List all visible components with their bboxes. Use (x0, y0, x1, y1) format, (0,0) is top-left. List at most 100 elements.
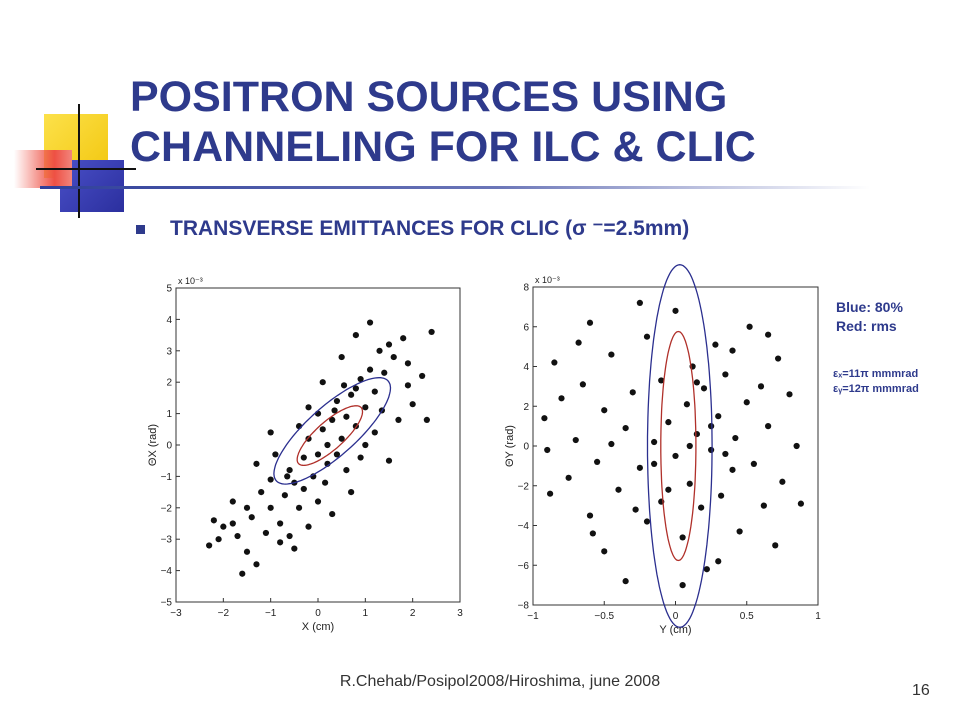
chart-y-ytick-label: −6 (518, 561, 530, 572)
chart-x-point (333, 397, 341, 405)
chart-y-point (586, 319, 594, 326)
chart-x-point (419, 372, 426, 380)
chart-y-point (575, 339, 582, 346)
chart-x-point (284, 473, 291, 480)
chart-x-point (243, 504, 251, 511)
chart-x-point (362, 441, 369, 449)
chart-y-point (594, 458, 601, 465)
chart-x-point (343, 413, 350, 420)
chart-x-point (314, 451, 322, 458)
chart-x-point (366, 366, 374, 373)
chart-y-xtick-label: 0.5 (740, 611, 754, 622)
chart-y-point (743, 399, 750, 406)
chart-y-point (541, 415, 548, 422)
chart-y-point (736, 528, 743, 535)
chart-x-point (286, 467, 293, 474)
chart-x-point (210, 517, 217, 524)
chart-y-ytick-label: −4 (518, 521, 530, 532)
chart-x-ylabel: ΘX (rad) (147, 424, 159, 466)
chart-y-point (772, 542, 779, 549)
chart-y-point (558, 395, 565, 402)
chart-x-point (371, 429, 378, 436)
chart-x-frame (175, 287, 461, 603)
chart-y-point (608, 440, 615, 448)
chart-x-point (291, 545, 298, 552)
chart-x-point (338, 435, 345, 442)
chart-y-point (729, 347, 736, 354)
chart-y-point (722, 450, 729, 458)
chart-y-xlabel: Y (cm) (659, 624, 691, 636)
page-number: 16 (912, 682, 930, 699)
chart-x-point (404, 382, 412, 389)
chart-x-point (272, 451, 279, 458)
chart-x-point (400, 335, 407, 342)
chart-x-point (253, 460, 260, 467)
chart-x-scale-note: x 10⁻³ (178, 276, 203, 286)
chart-x-point (333, 451, 341, 458)
chart-y-point (715, 558, 722, 565)
chart-y-xtick-label: 1 (815, 611, 821, 622)
deco-vertical-line (78, 104, 80, 218)
chart-y-point (683, 401, 691, 408)
chart-x-ytick-label: −4 (161, 566, 173, 577)
chart-y-point (622, 425, 629, 432)
chart-x-point (305, 523, 312, 530)
chart-x-point (352, 332, 359, 339)
chart-y-ytick-label: 2 (523, 402, 529, 413)
chart-y-point (786, 391, 793, 398)
chart-x-point (206, 542, 213, 549)
chart-x-xtick-label: 1 (363, 608, 369, 619)
chart-x-point (281, 492, 288, 499)
chart-x-point (329, 416, 336, 423)
chart-y-ellipse-rms (660, 330, 697, 562)
chart-x-point (357, 454, 364, 461)
chart-y-point (722, 371, 729, 378)
chart-x-point (428, 328, 435, 336)
bullet-square-icon (136, 225, 145, 234)
chart-x-point (357, 375, 364, 383)
chart-y-point (622, 578, 629, 585)
chart-y-point (636, 299, 643, 306)
chart-y-point (779, 478, 786, 485)
chart-y-point (547, 490, 554, 497)
chart-x-point (286, 532, 293, 540)
chart-y-point (679, 582, 686, 589)
title-underline (40, 186, 870, 189)
chart-x-point (314, 498, 322, 505)
chart-x-point (267, 429, 274, 436)
chart-x-point (262, 529, 270, 537)
chart-x-point (305, 404, 312, 411)
chart-y-point (608, 351, 615, 358)
chart-x-point (376, 347, 383, 354)
chart-y-point (693, 430, 700, 438)
chart-y-ytick-label: −2 (518, 481, 530, 492)
chart-x-point (390, 353, 397, 361)
chart-x-point (248, 514, 255, 521)
chart-x-point (258, 489, 265, 496)
chart-y-ytick-label: 6 (523, 322, 529, 333)
chart-x-xtick-label: 2 (410, 608, 416, 619)
legend-red: Red: rms (836, 318, 897, 334)
chart-x-xtick-label: 0 (315, 608, 321, 619)
chart-y-point (715, 413, 722, 420)
chart-x-point (331, 407, 338, 414)
chart-x-point (277, 520, 284, 527)
chart-x-point (239, 570, 246, 577)
chart-y-point (793, 442, 800, 450)
chart-x-ytick-label: 5 (166, 284, 172, 295)
chart-x-point (277, 539, 284, 546)
chart-x-point (300, 485, 307, 493)
chart-y-ytick-label: −8 (518, 601, 530, 612)
chart-y-point (775, 355, 782, 362)
chart-y-scale-note: x 10⁻³ (535, 275, 560, 285)
chart-x-point (319, 379, 326, 386)
chart-y-point (665, 486, 672, 493)
slide-title-line-2: CHANNELING FOR ILC & CLIC (130, 123, 756, 171)
chart-x-point (243, 548, 251, 555)
chart-y-ytick-label: 8 (523, 283, 529, 294)
deco-horizontal-line (36, 168, 136, 170)
chart-x-point (366, 319, 374, 326)
chart-x-ytick-label: 0 (166, 441, 172, 452)
chart-y-point (746, 323, 753, 330)
